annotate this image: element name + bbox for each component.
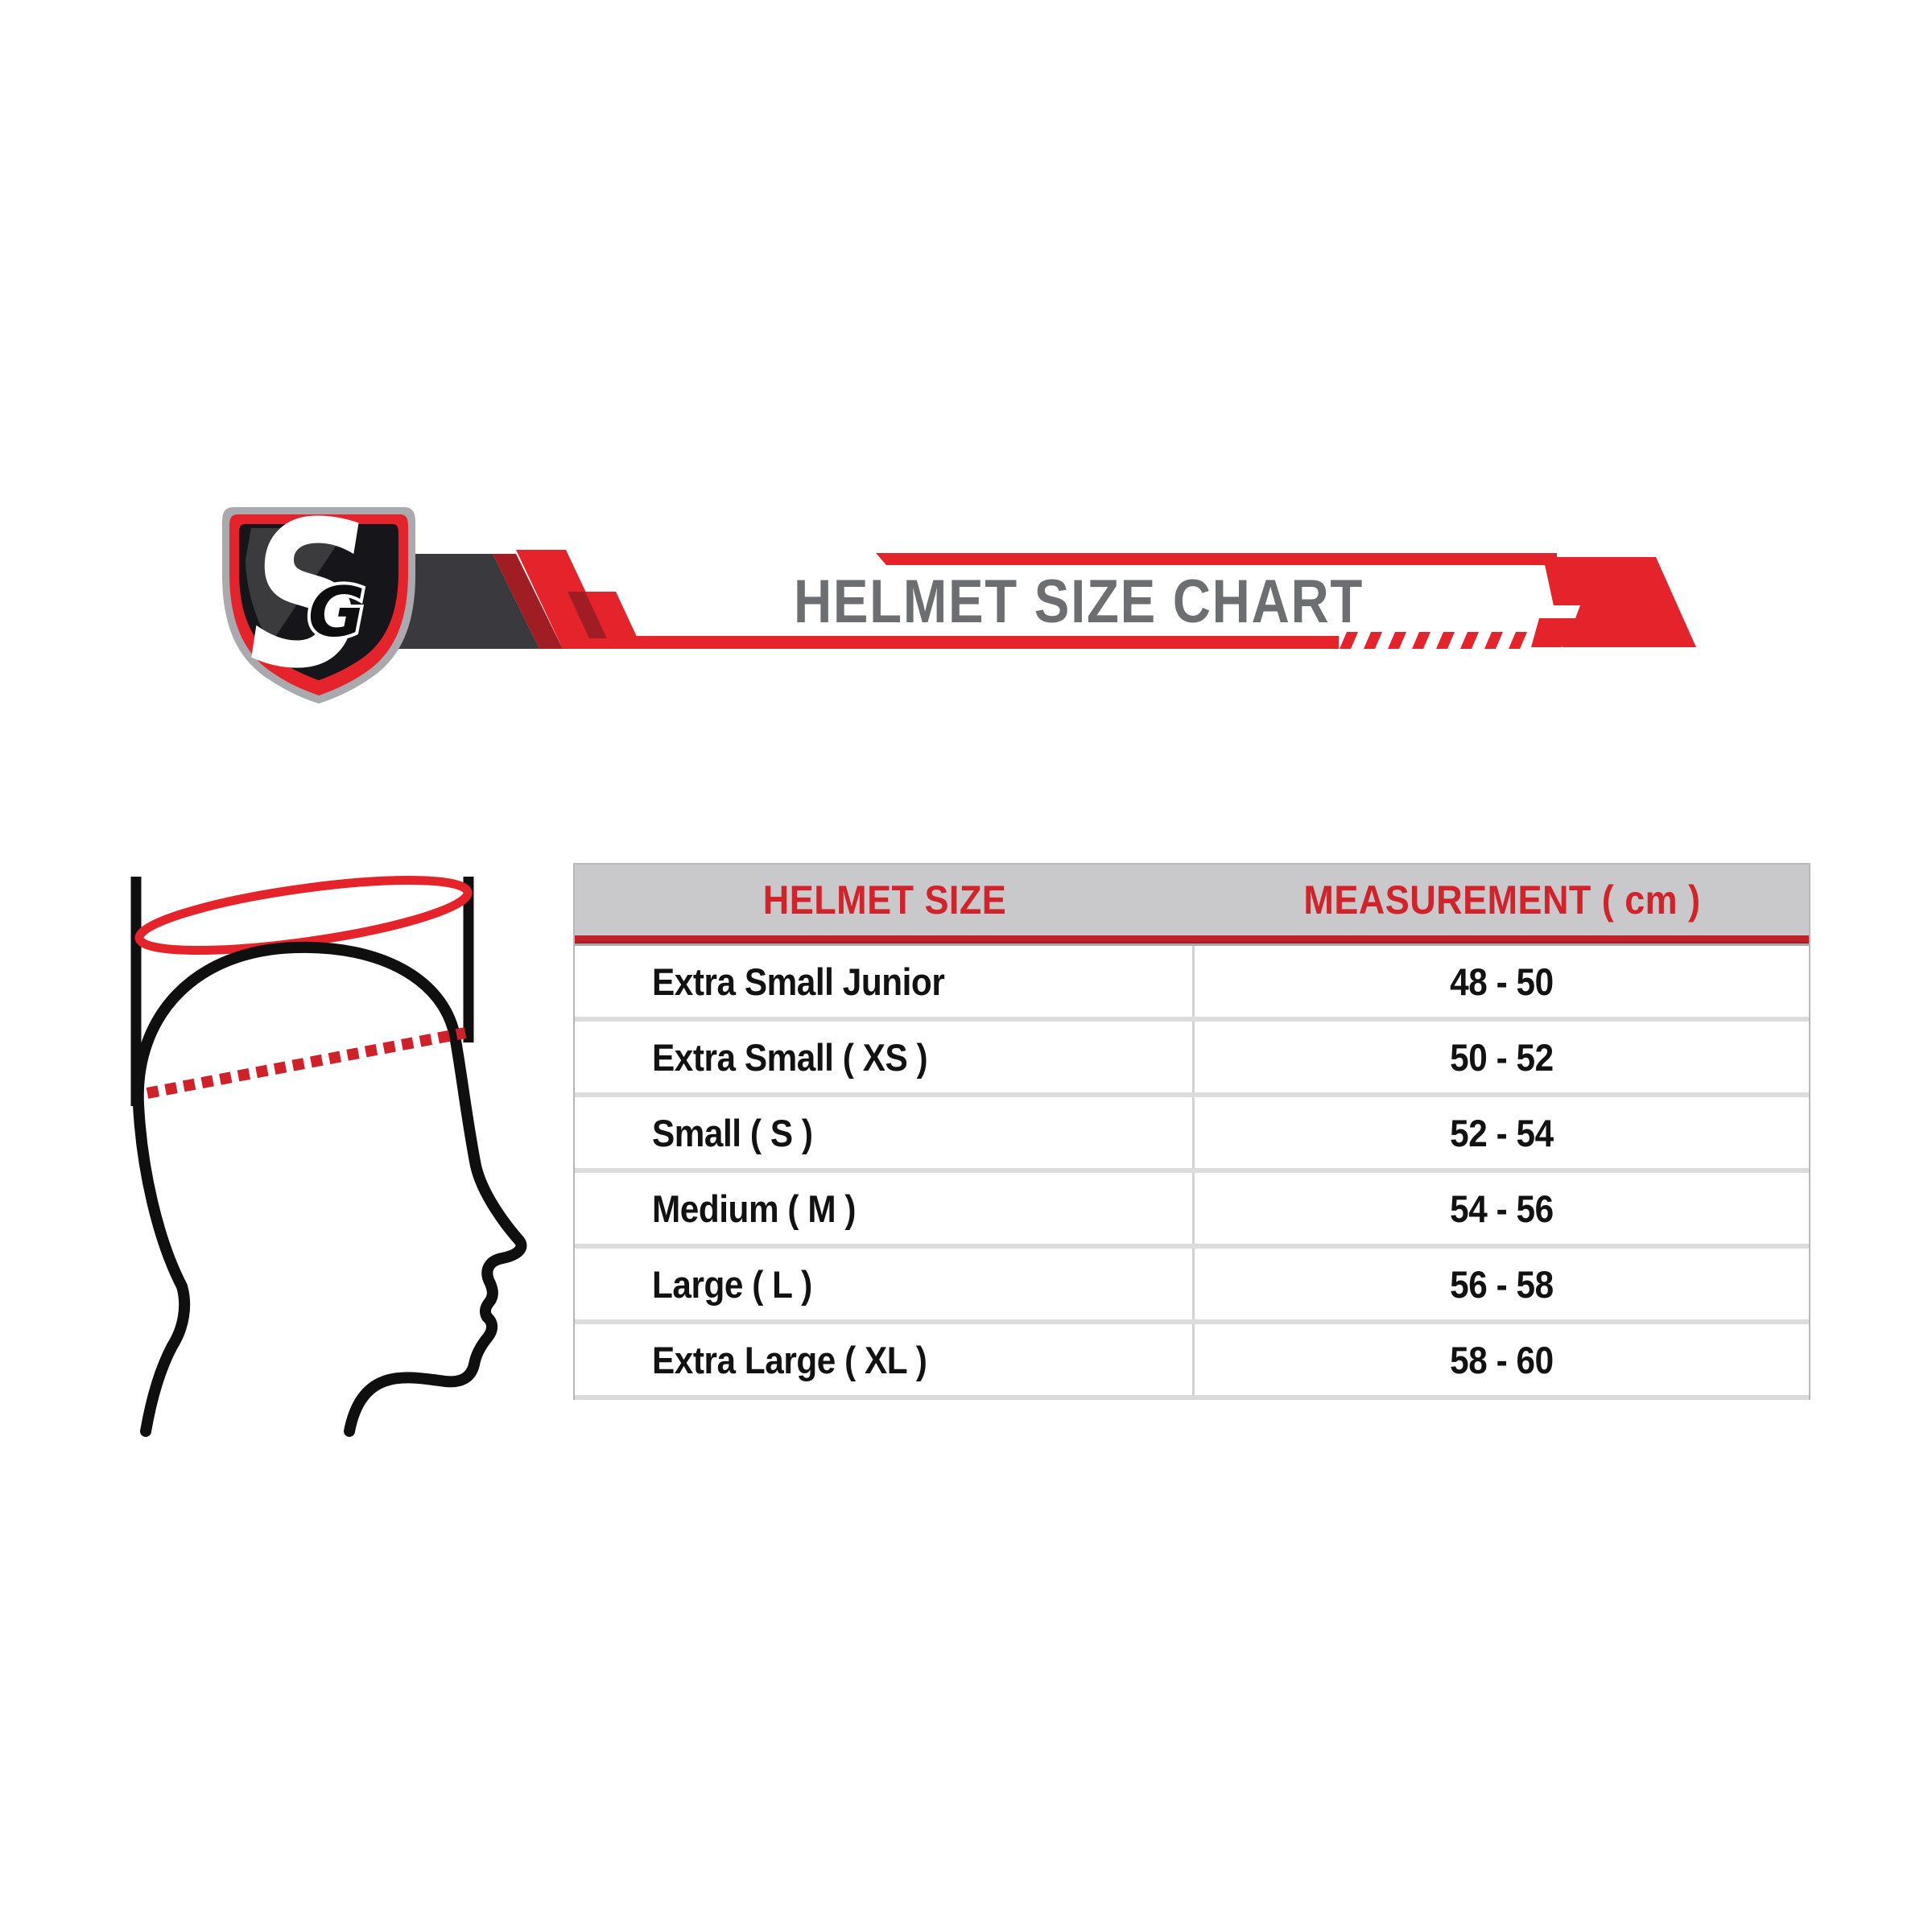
head-profile-outline [132,941,527,1437]
logo-letter-g: G [308,572,365,653]
banner-bottom-stripe [607,636,1339,649]
size-label: Medium ( M ) [652,1187,857,1230]
banner-end-cap-notch [1526,605,1580,618]
table-header-row: HELMET SIZE MEASUREMENT ( cm ) [575,865,1809,935]
table-row: Small ( S ) 52 - 54 [575,1092,1809,1168]
logo-letter-s: S [249,478,368,712]
sg-logo: S G [222,478,415,712]
measurement-value: 50 - 52 [1450,1035,1554,1079]
measurement-value: 58 - 60 [1450,1338,1554,1381]
measurement-cell: 48 - 50 [1195,960,1809,1004]
measurement-value: 54 - 56 [1450,1187,1554,1230]
column-header-helmet-size-label: HELMET SIZE [762,877,1007,923]
banner-step-shadow-1 [493,554,563,649]
table-row: Large ( L ) 56 - 58 [575,1244,1809,1319]
size-label: Extra Small ( XS ) [652,1035,928,1079]
table-row: Extra Large ( XL ) 58 - 60 [575,1319,1809,1400]
table-row: Extra Small ( XS ) 50 - 52 [575,1017,1809,1092]
banner-top-stripe [876,553,1557,565]
measurement-dashed-line [146,1027,467,1099]
banner-step-shadow-2 [568,592,607,638]
header-underline [575,935,1809,943]
size-label: Large ( L ) [652,1262,812,1306]
banner-step-red-2 [585,592,638,638]
size-label: Extra Small Junior [652,960,945,1003]
measurement-value: 56 - 58 [1450,1262,1554,1306]
shield-black-core [239,524,398,680]
size-cell: Small ( S ) [575,1097,1195,1168]
measurement-cell: 54 - 56 [1195,1187,1809,1231]
measurement-value: 48 - 50 [1450,960,1554,1003]
banner-ribbon: HELMET SIZE CHART [361,550,1696,649]
size-label: Small ( S ) [652,1111,813,1154]
measuring-tape-ellipse [134,876,473,955]
measurement-cell: 50 - 52 [1195,1035,1809,1080]
size-cell: Medium ( M ) [575,1173,1195,1244]
size-cell: Extra Small ( XS ) [575,1022,1195,1092]
measurement-value: 52 - 54 [1450,1111,1554,1154]
head-measurement-diagram [130,876,527,1437]
banner-end-cap-step [1531,618,1570,647]
size-cell: Extra Small Junior [575,946,1195,1017]
table-row: Extra Small Junior 48 - 50 [575,943,1809,1017]
size-cell: Large ( L ) [575,1249,1195,1319]
size-cell: Extra Large ( XL ) [575,1324,1195,1395]
shield-gloss-highlight [246,528,348,644]
size-table: HELMET SIZE MEASUREMENT ( cm ) Extra Sma… [573,863,1810,1400]
measurement-cell: 56 - 58 [1195,1262,1809,1307]
column-header-measurement: MEASUREMENT ( cm ) [1195,877,1809,923]
page-title: HELMET SIZE CHART [794,568,1364,636]
banner-dash-strip [1340,632,1527,649]
measurement-cell: 58 - 60 [1195,1338,1809,1382]
measurement-cell: 52 - 54 [1195,1111,1809,1155]
column-header-helmet-size: HELMET SIZE [575,877,1195,923]
banner-end-cap [1543,557,1696,647]
table-row: Medium ( M ) 54 - 56 [575,1168,1809,1244]
size-label: Extra Large ( XL ) [652,1338,927,1381]
column-header-measurement-label: MEASUREMENT ( cm ) [1302,877,1701,923]
